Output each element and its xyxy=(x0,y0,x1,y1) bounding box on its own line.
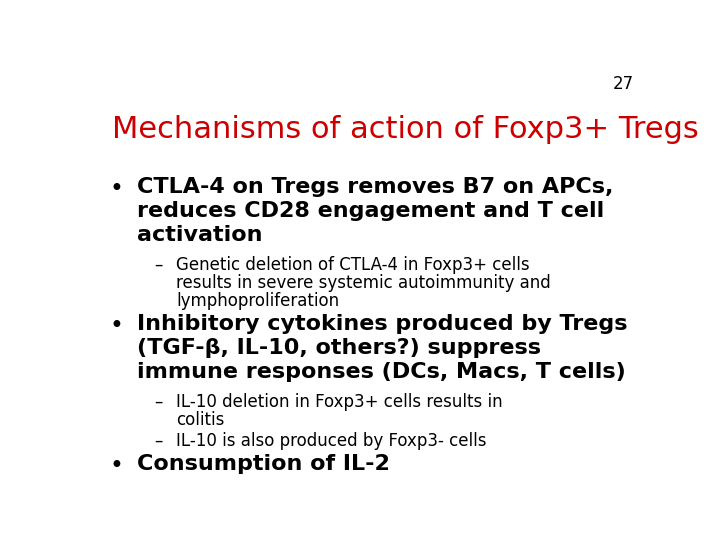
Text: –: – xyxy=(154,432,163,450)
Text: •: • xyxy=(109,177,123,201)
Text: Inhibitory cytokines produced by Tregs: Inhibitory cytokines produced by Tregs xyxy=(138,314,628,334)
Text: IL-10 deletion in Foxp3+ cells results in: IL-10 deletion in Foxp3+ cells results i… xyxy=(176,393,503,410)
Text: activation: activation xyxy=(138,225,263,245)
Text: •: • xyxy=(109,454,123,478)
Text: Consumption of IL-2: Consumption of IL-2 xyxy=(138,454,390,474)
Text: –: – xyxy=(154,256,163,274)
Text: lymphoproliferation: lymphoproliferation xyxy=(176,292,340,310)
Text: CTLA-4 on Tregs removes B7 on APCs,: CTLA-4 on Tregs removes B7 on APCs, xyxy=(138,177,614,197)
Text: Genetic deletion of CTLA-4 in Foxp3+ cells: Genetic deletion of CTLA-4 in Foxp3+ cel… xyxy=(176,256,530,274)
Text: IL-10 is also produced by Foxp3- cells: IL-10 is also produced by Foxp3- cells xyxy=(176,432,487,450)
Text: immune responses (DCs, Macs, T cells): immune responses (DCs, Macs, T cells) xyxy=(138,361,626,382)
Text: (TGF-β, IL-10, others?) suppress: (TGF-β, IL-10, others?) suppress xyxy=(138,338,541,357)
Text: –: – xyxy=(154,393,163,410)
Text: Mechanisms of action of Foxp3+ Tregs: Mechanisms of action of Foxp3+ Tregs xyxy=(112,114,699,144)
Text: reduces CD28 engagement and T cell: reduces CD28 engagement and T cell xyxy=(138,201,605,221)
Text: 27: 27 xyxy=(613,75,634,93)
Text: results in severe systemic autoimmunity and: results in severe systemic autoimmunity … xyxy=(176,274,552,292)
Text: colitis: colitis xyxy=(176,410,225,429)
Text: •: • xyxy=(109,314,123,338)
